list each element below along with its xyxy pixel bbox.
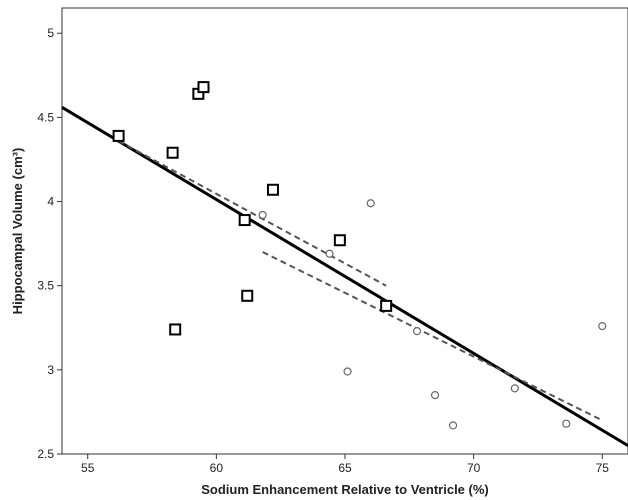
square-point-5 <box>238 214 251 227</box>
square-point-3 <box>197 81 210 94</box>
y-tick-label: 3.5 <box>37 279 54 293</box>
square-point-9 <box>380 299 393 312</box>
circle-point-6 <box>448 421 458 430</box>
square-point-1 <box>166 146 179 159</box>
y-tick-label: 5 <box>47 26 54 40</box>
regression-line-0 <box>61 106 628 447</box>
square-point-7 <box>266 183 279 196</box>
x-tick-label: 65 <box>338 461 352 475</box>
x-axis-label: Sodium Enhancement Relative to Ventricle… <box>201 482 489 497</box>
circle-point-1 <box>325 249 334 258</box>
circle-point-8 <box>562 419 571 428</box>
circle-point-7 <box>510 384 519 393</box>
plot-area <box>61 7 628 455</box>
x-tick-label: 55 <box>81 461 95 475</box>
square-point-8 <box>333 234 346 247</box>
dashed-regression-line-2 <box>262 251 603 422</box>
circle-point-0 <box>258 210 267 220</box>
y-tick-label: 3 <box>47 363 54 377</box>
x-tick-label: 70 <box>467 461 481 475</box>
dashed-regression-line-1 <box>118 140 387 287</box>
y-tick-label: 2.5 <box>37 447 54 461</box>
x-tick-label: 75 <box>596 461 610 475</box>
y-tick-label: 4 <box>47 195 54 209</box>
square-point-4 <box>169 323 182 336</box>
x-tick-label: 60 <box>210 461 224 475</box>
circle-point-3 <box>343 367 352 376</box>
circle-point-4 <box>412 327 422 336</box>
circle-point-5 <box>430 390 440 400</box>
y-tick-label: 4.5 <box>37 110 54 124</box>
square-point-6 <box>241 289 254 302</box>
square-point-0 <box>112 129 125 142</box>
circle-point-2 <box>366 199 375 208</box>
circle-point-9 <box>598 321 607 331</box>
y-axis-label: Hippocampal Volume (cm³) <box>10 148 25 315</box>
